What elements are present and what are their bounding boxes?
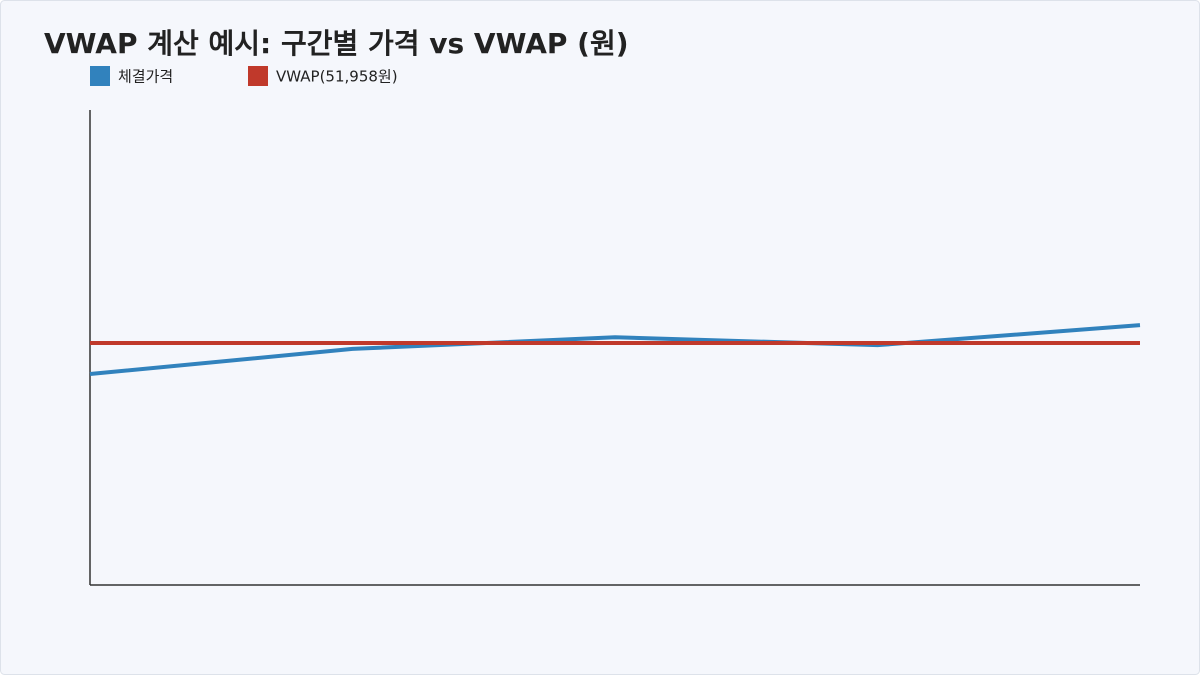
legend-label: 체결가격	[118, 68, 173, 86]
legend: 체결가격 VWAP(51,958원)	[90, 66, 398, 86]
series-line	[89, 323, 1141, 377]
legend-swatch	[90, 66, 110, 86]
chart-title: VWAP 계산 예시: 구간별 가격 vs VWAP (원)	[44, 27, 629, 60]
legend-label: VWAP(51,958원)	[276, 68, 398, 86]
legend-swatch	[248, 66, 268, 86]
